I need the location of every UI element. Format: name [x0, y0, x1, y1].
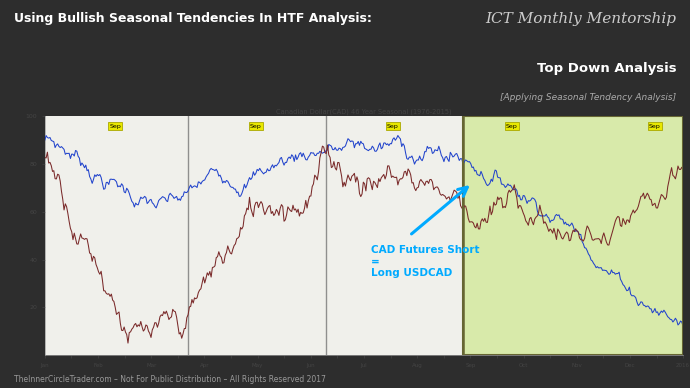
Title: Canadian Dollar(CAD) 46 Year Seasonal (1976-2015): Canadian Dollar(CAD) 46 Year Seasonal (1… [276, 109, 452, 115]
Text: [Applying Seasonal Tendency Analysis]: [Applying Seasonal Tendency Analysis] [500, 93, 676, 102]
Text: Sep: Sep [649, 123, 661, 128]
Bar [463, 116, 683, 355]
Text: ICT Monthly Mentorship: ICT Monthly Mentorship [485, 12, 676, 26]
Text: TheInnerCircleTrader.com – Not For Public Distribution – All Rights Reserved 201: TheInnerCircleTrader.com – Not For Publi… [14, 375, 326, 384]
Text: Sep: Sep [250, 123, 262, 128]
Text: Sep: Sep [387, 123, 399, 128]
Text: CAD Futures Short
=
Long USDCAD: CAD Futures Short = Long USDCAD [371, 245, 480, 279]
Text: Top Down Analysis: Top Down Analysis [537, 62, 676, 75]
Text: Sep: Sep [506, 123, 518, 128]
Bar [463, 116, 683, 355]
Text: Sep: Sep [109, 123, 121, 128]
Text: Using Bullish Seasonal Tendencies In HTF Analysis:: Using Bullish Seasonal Tendencies In HTF… [14, 12, 372, 25]
